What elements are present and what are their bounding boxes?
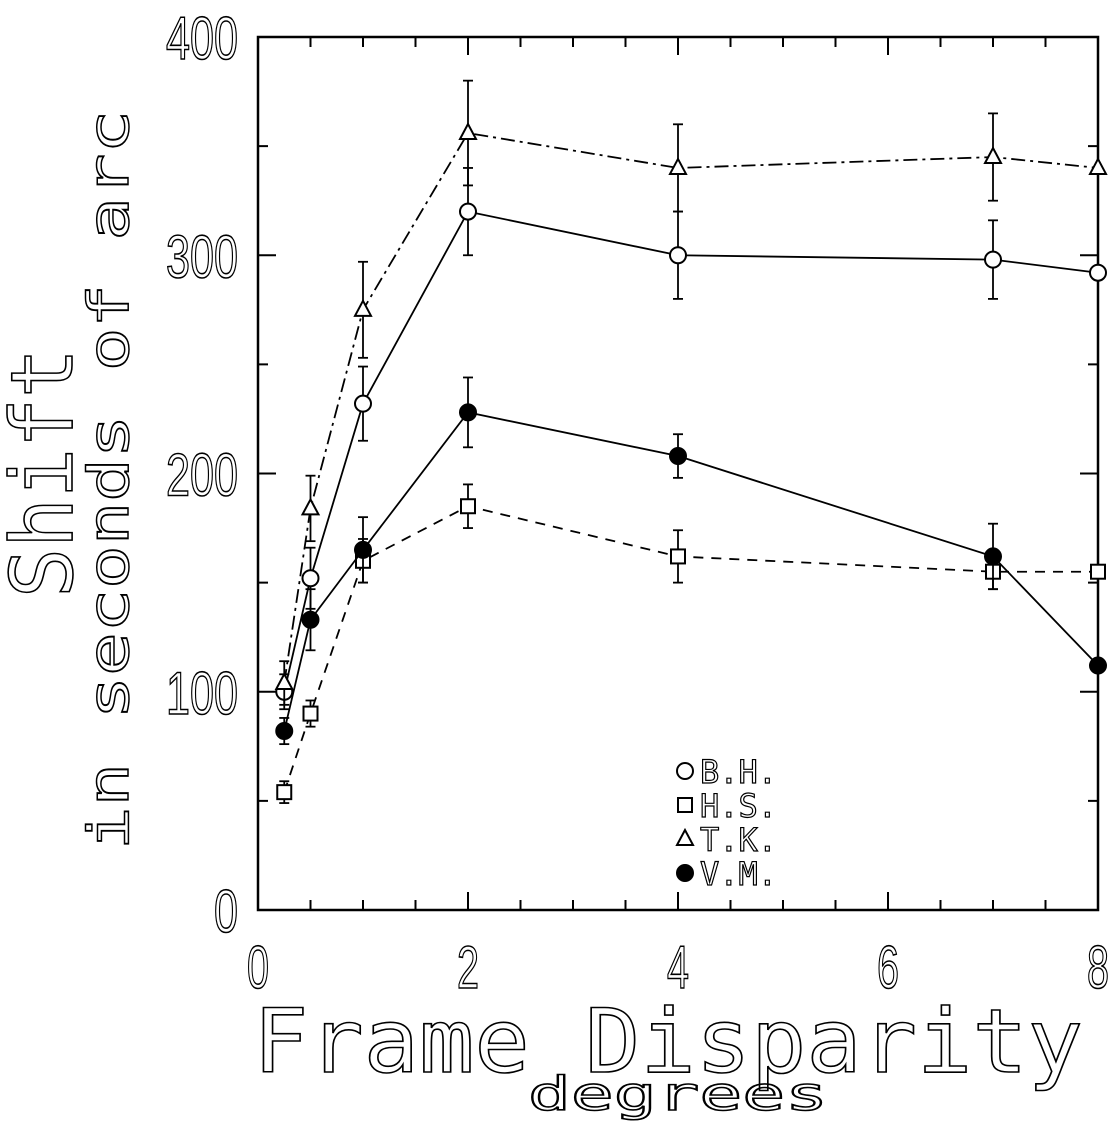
data-point-open-triangle xyxy=(675,827,695,846)
y-axis-subtitle: in seconds of arc xyxy=(77,110,142,850)
data-point-open-triangle xyxy=(274,671,294,691)
data-point-open-circle xyxy=(676,762,694,780)
x-tick-label: 4 xyxy=(667,934,689,1001)
series-layer xyxy=(274,79,1108,804)
data-point-open-circle xyxy=(459,202,477,221)
series-line xyxy=(283,210,1099,692)
data-point-open-triangle xyxy=(300,497,321,516)
series-vm xyxy=(275,376,1107,746)
data-point-filled-circle xyxy=(676,864,694,882)
data-point-open-circle xyxy=(1089,263,1107,282)
x-tick-label: 8 xyxy=(1087,934,1109,1001)
y-tick-label: 300 xyxy=(166,223,238,290)
data-point-filled-circle xyxy=(275,722,294,741)
data-point-filled-circle xyxy=(669,447,687,466)
data-point-open-square xyxy=(677,797,693,813)
data-point-open-triangle xyxy=(1088,156,1108,175)
series-bh xyxy=(275,167,1107,711)
tick-marks xyxy=(257,36,1099,911)
data-point-open-triangle xyxy=(983,145,1003,165)
y-axis-title: Shift xyxy=(0,348,93,598)
x-axis-title: Frame Disparity xyxy=(253,990,1083,1093)
data-point-open-circle xyxy=(301,569,320,588)
data-point-filled-circle xyxy=(984,547,1002,566)
data-point-open-triangle xyxy=(458,121,478,141)
legend-label: V.M. xyxy=(700,855,777,893)
data-point-open-square xyxy=(302,705,319,722)
series-line xyxy=(283,505,1098,793)
series-line xyxy=(283,411,1099,732)
legend-label: B.H. xyxy=(700,753,777,791)
series-hs xyxy=(276,483,1106,804)
data-point-filled-circle xyxy=(354,540,372,559)
y-tick-label: 0 xyxy=(214,878,238,945)
data-point-open-circle xyxy=(984,250,1002,269)
data-point-open-square xyxy=(1090,563,1106,580)
legend-label: H.S. xyxy=(700,787,777,825)
tick-labels: 0 2 4 6 8 0 100 200 300 400 xyxy=(165,4,1110,1002)
data-point-open-circle xyxy=(669,246,687,265)
x-tick-label: 0 xyxy=(247,934,269,1001)
y-tick-label: 200 xyxy=(166,442,238,509)
data-point-open-triangle xyxy=(353,298,373,317)
data-point-open-square xyxy=(276,784,293,801)
data-point-open-square xyxy=(460,498,476,515)
data-point-open-square xyxy=(670,548,686,565)
legend-label: T.K. xyxy=(700,821,777,859)
y-tick-label: 100 xyxy=(166,660,238,727)
x-tick-label: 6 xyxy=(877,934,899,1001)
y-tick-label: 400 xyxy=(166,5,238,72)
series-tk xyxy=(274,79,1108,706)
data-point-open-triangle xyxy=(668,156,688,175)
x-tick-label: 2 xyxy=(457,934,479,1001)
x-axis-subtitle: degrees xyxy=(528,1067,828,1121)
data-point-filled-circle xyxy=(1089,656,1107,675)
series-line xyxy=(283,132,1099,684)
data-point-open-circle xyxy=(354,394,372,413)
data-point-filled-circle xyxy=(301,610,320,629)
legend: B.H.H.S.T.K.V.M. xyxy=(675,752,778,894)
data-point-filled-circle xyxy=(459,403,477,422)
